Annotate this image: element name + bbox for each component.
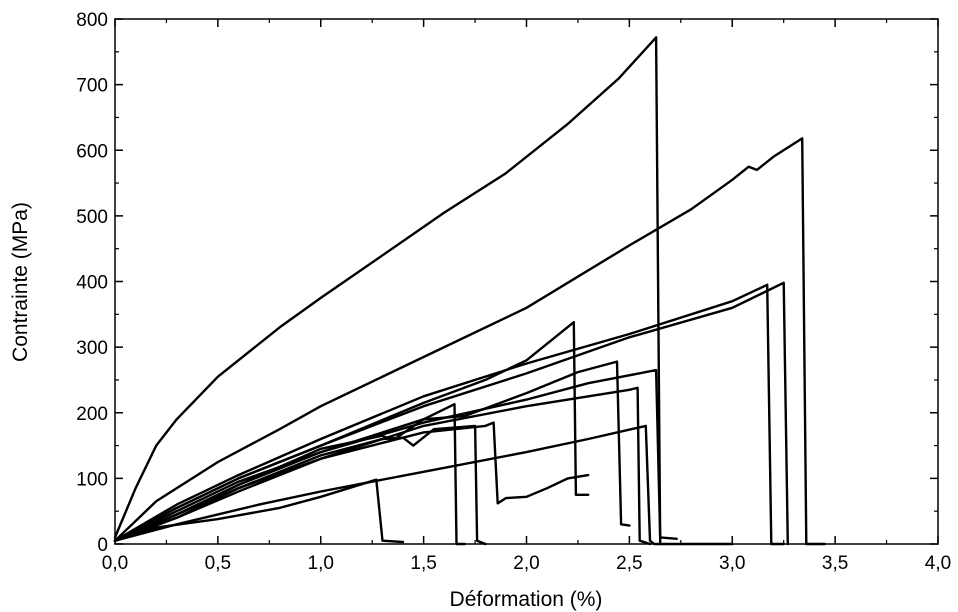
y-tick-label: 0 bbox=[97, 535, 108, 556]
y-tick-label: 400 bbox=[76, 273, 108, 294]
stress-strain-curve-2 bbox=[113, 137, 826, 546]
stress-strain-curve-5 bbox=[113, 321, 590, 542]
x-tick-label: 4,0 bbox=[925, 553, 951, 574]
x-tick-label: 0,0 bbox=[102, 553, 128, 574]
x-tick-label: 3,5 bbox=[822, 553, 848, 574]
y-tick-label: 500 bbox=[76, 207, 108, 228]
curves-layer bbox=[113, 36, 826, 546]
x-tick-label: 3,0 bbox=[719, 553, 745, 574]
stress-strain-curve-12 bbox=[113, 478, 405, 544]
y-axis-title: Contrainte (MPa) bbox=[9, 202, 32, 362]
y-tick-label: 200 bbox=[76, 404, 108, 425]
x-axis-ticks bbox=[114, 19, 939, 544]
stress-strain-curve-9 bbox=[113, 421, 590, 542]
y-tick-label: 800 bbox=[76, 10, 108, 31]
y-axis-tick-labels: 0 100 200 300 400 500 600 700 800 bbox=[76, 10, 108, 556]
x-tick-label: 0,5 bbox=[205, 553, 231, 574]
stress-strain-curve-8 bbox=[113, 386, 652, 546]
stress-strain-curve-7 bbox=[113, 368, 678, 542]
plot-frame bbox=[114, 18, 939, 545]
y-axis-ticks bbox=[115, 18, 938, 545]
stress-strain-curve-11 bbox=[113, 403, 466, 546]
x-tick-label: 1,0 bbox=[308, 553, 334, 574]
x-axis-tick-labels: 0,0 0,5 1,0 1,5 2,0 2,5 3,0 3,5 4,0 bbox=[102, 553, 951, 574]
x-tick-label: 2,0 bbox=[513, 553, 539, 574]
y-tick-label: 300 bbox=[76, 338, 108, 359]
stress-strain-curve-6 bbox=[113, 360, 631, 542]
y-tick-label: 700 bbox=[76, 76, 108, 97]
stress-strain-curve-10 bbox=[113, 424, 487, 546]
x-tick-label: 1,5 bbox=[410, 553, 436, 574]
stress-strain-curve-13 bbox=[113, 424, 734, 546]
stress-strain-curve-4 bbox=[113, 281, 789, 546]
stress-strain-curve-3 bbox=[113, 283, 785, 546]
x-tick-label: 2,5 bbox=[616, 553, 642, 574]
x-axis-title: Déformation (%) bbox=[450, 588, 603, 611]
y-tick-label: 100 bbox=[76, 469, 108, 490]
y-tick-label: 600 bbox=[76, 141, 108, 162]
stress-strain-curve-1 bbox=[113, 36, 662, 546]
